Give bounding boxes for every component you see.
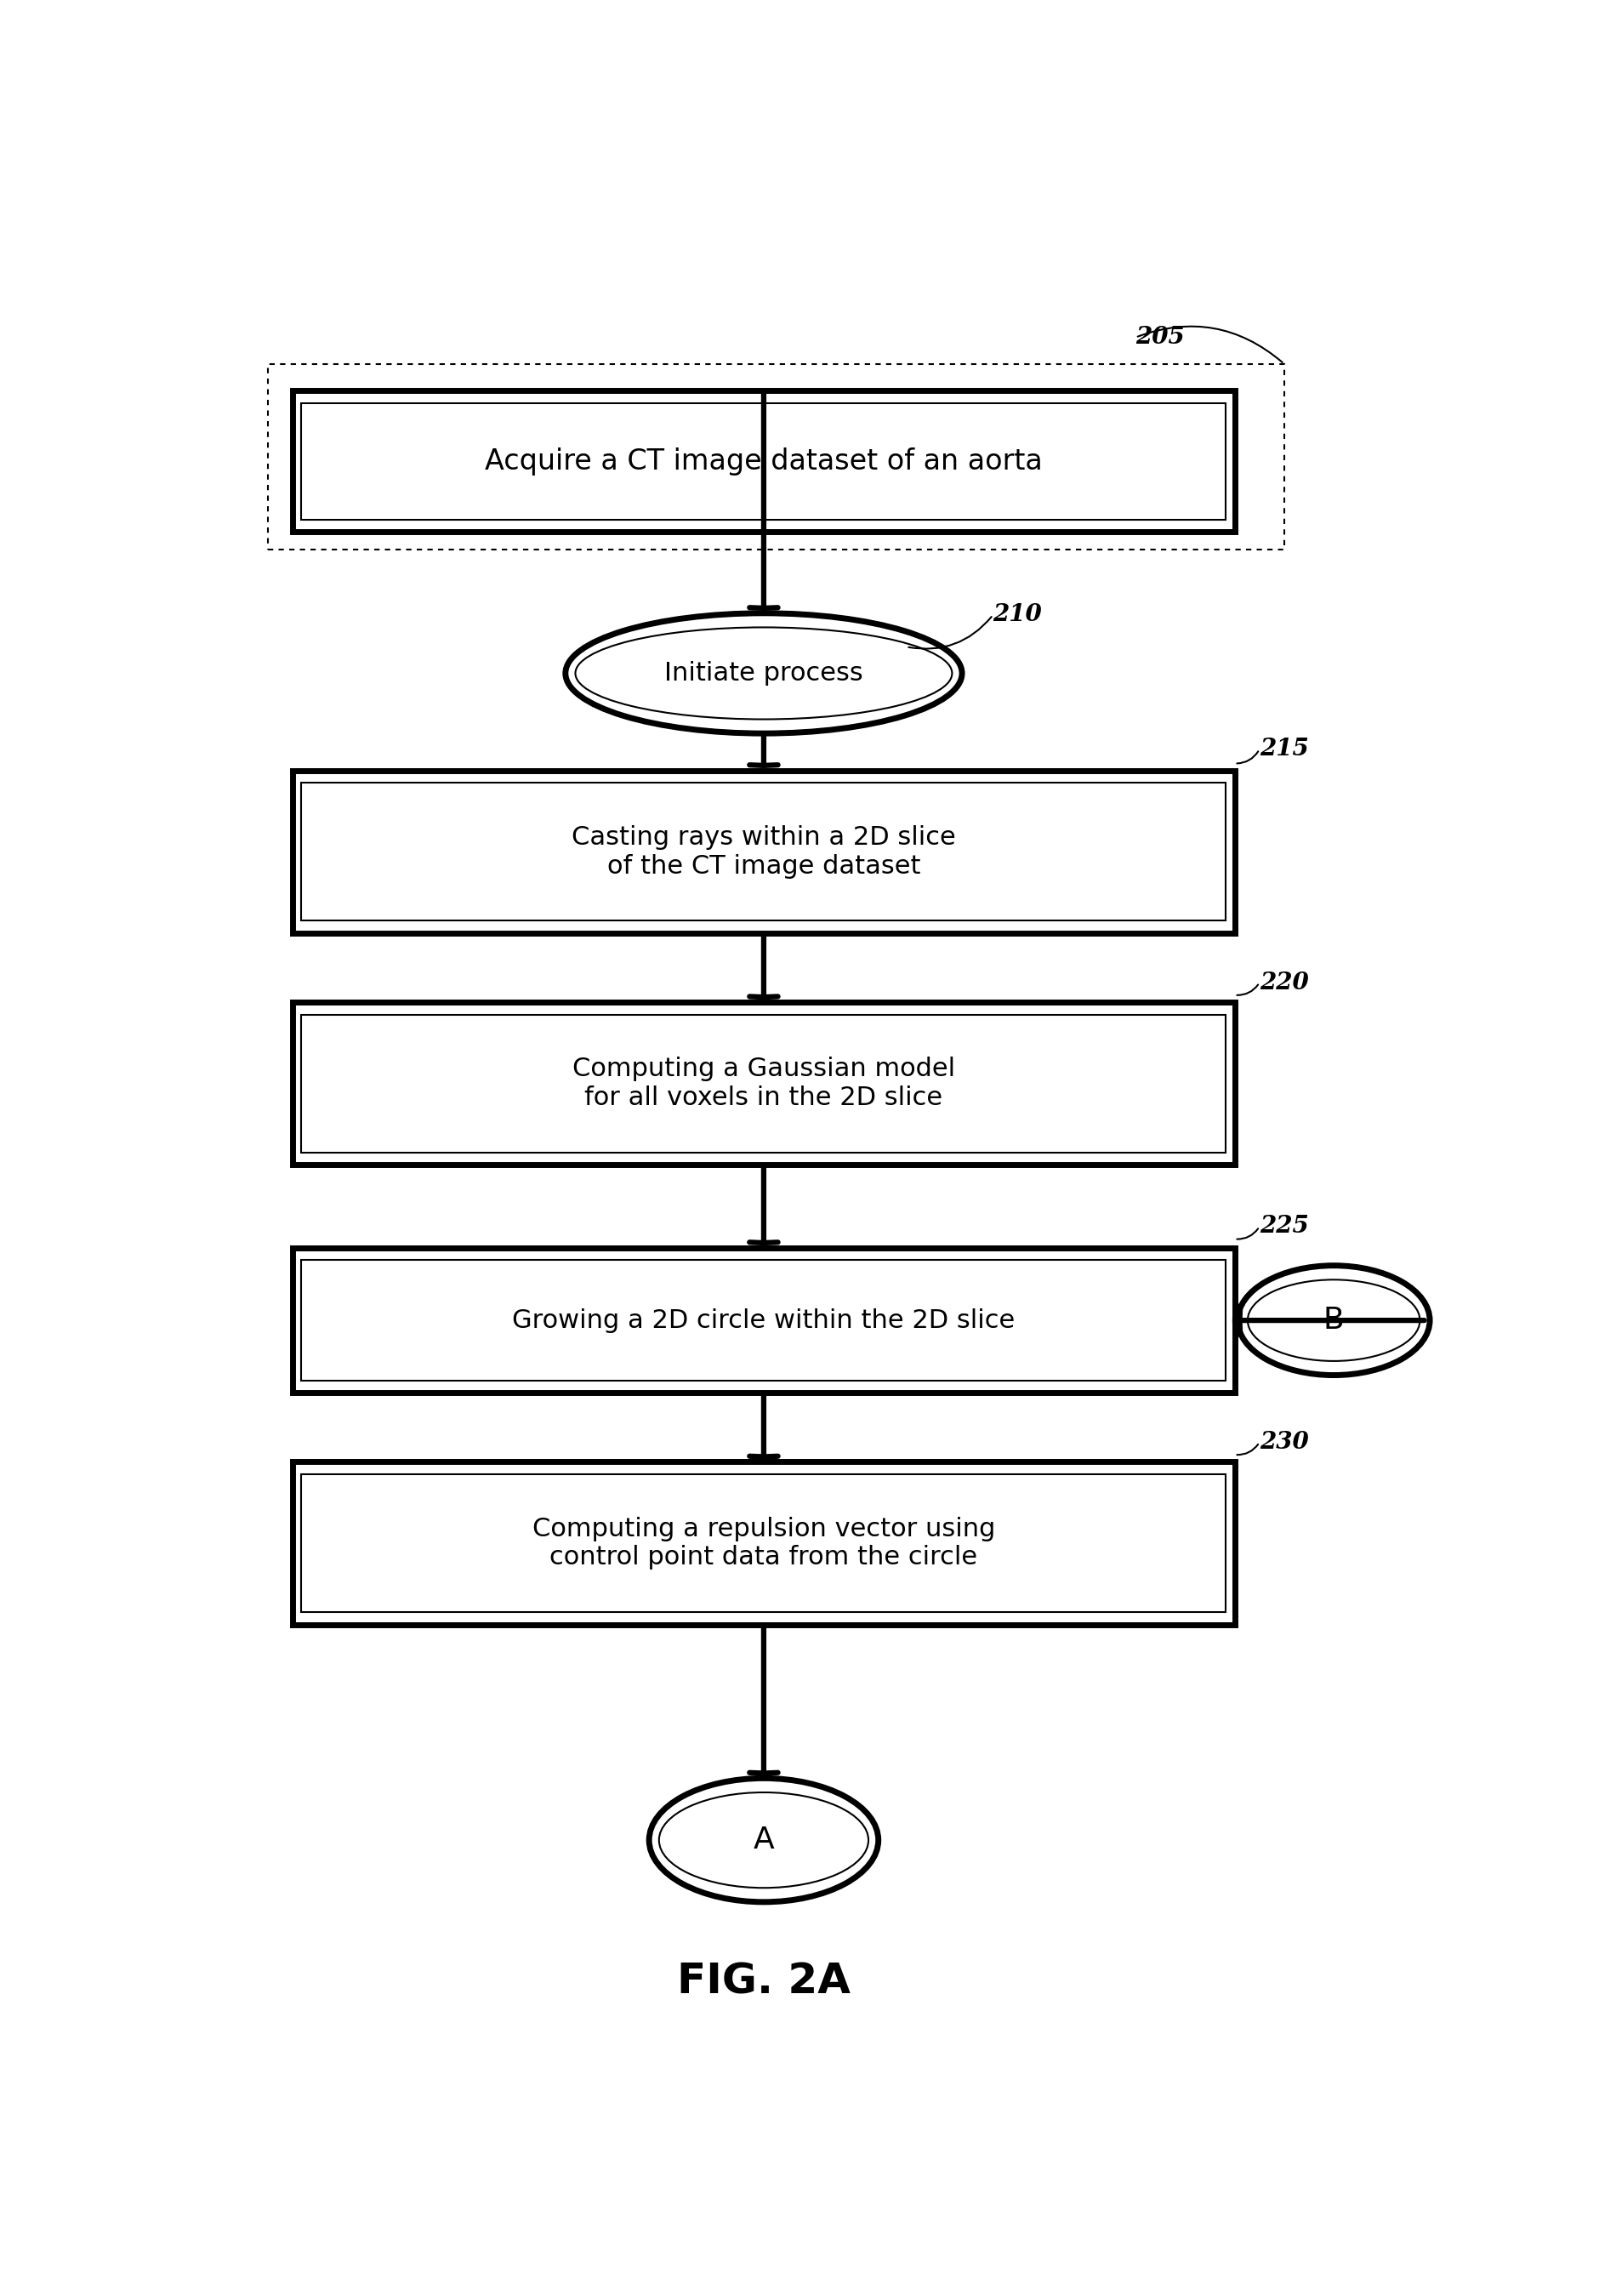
Ellipse shape [566, 613, 963, 732]
Ellipse shape [1238, 1265, 1430, 1375]
Text: Acquire a CT image dataset of an aorta: Acquire a CT image dataset of an aorta [484, 448, 1043, 475]
FancyBboxPatch shape [302, 402, 1226, 519]
Text: Computing a repulsion vector using
control point data from the circle: Computing a repulsion vector using contr… [532, 1515, 995, 1570]
Text: 210: 210 [993, 604, 1043, 627]
Text: 215: 215 [1260, 737, 1308, 760]
Text: Initiate process: Initiate process [664, 661, 863, 687]
FancyBboxPatch shape [293, 1249, 1234, 1394]
Ellipse shape [1247, 1279, 1420, 1362]
FancyBboxPatch shape [302, 1474, 1226, 1612]
Text: 225: 225 [1260, 1215, 1308, 1238]
Text: Computing a Gaussian model
for all voxels in the 2D slice: Computing a Gaussian model for all voxel… [572, 1056, 955, 1109]
Ellipse shape [576, 627, 951, 719]
Text: FIG. 2A: FIG. 2A [676, 1961, 851, 2002]
Text: 205: 205 [1135, 326, 1185, 349]
FancyBboxPatch shape [293, 390, 1234, 533]
FancyBboxPatch shape [269, 365, 1284, 549]
Text: 230: 230 [1260, 1430, 1308, 1453]
Text: A: A [753, 1825, 774, 1855]
FancyBboxPatch shape [302, 1261, 1226, 1380]
Text: Growing a 2D circle within the 2D slice: Growing a 2D circle within the 2D slice [512, 1309, 1015, 1332]
FancyBboxPatch shape [302, 1015, 1226, 1153]
Ellipse shape [659, 1793, 868, 1887]
FancyBboxPatch shape [293, 1001, 1234, 1164]
FancyBboxPatch shape [302, 783, 1226, 921]
Ellipse shape [649, 1777, 878, 1901]
Text: 220: 220 [1260, 971, 1308, 994]
FancyBboxPatch shape [293, 1463, 1234, 1626]
Text: B: B [1324, 1306, 1345, 1334]
FancyBboxPatch shape [293, 771, 1234, 932]
Text: Casting rays within a 2D slice
of the CT image dataset: Casting rays within a 2D slice of the CT… [571, 824, 956, 879]
